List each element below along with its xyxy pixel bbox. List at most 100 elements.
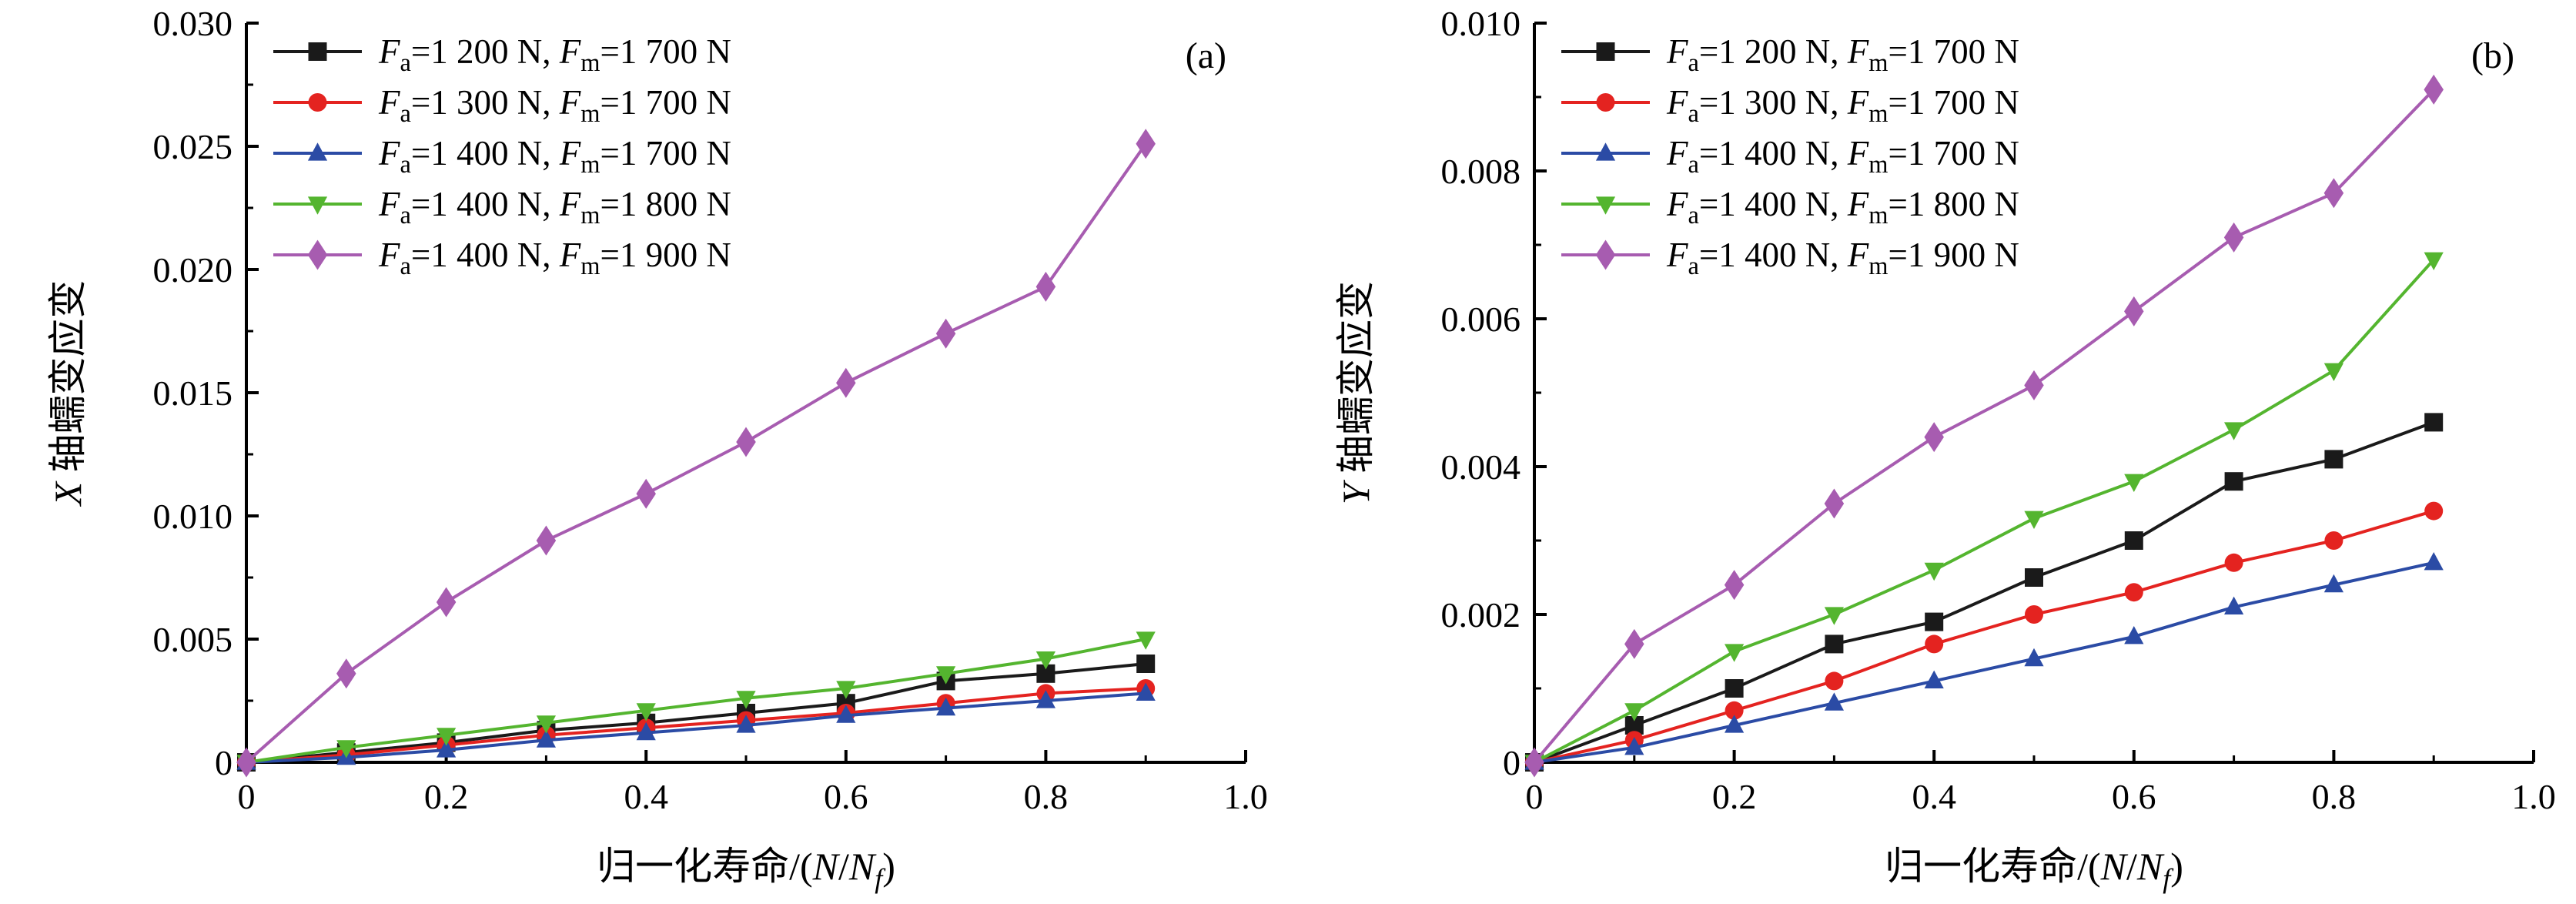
- data-point-marker-diamond: [1624, 628, 1644, 659]
- series-0: [1525, 413, 2444, 772]
- data-point-marker-triangle-up: [2024, 648, 2044, 667]
- data-point-marker-triangle-up: [2124, 626, 2144, 645]
- data-point-marker-circle: [2324, 531, 2343, 550]
- data-point-marker-triangle-down: [836, 681, 856, 699]
- x-tick-label: 0.4: [624, 777, 668, 816]
- y-tick-label: 0.008: [1441, 152, 1521, 191]
- data-point-marker-triangle-down: [1924, 562, 1944, 581]
- data-point-marker-diamond: [536, 525, 557, 556]
- series-1: [1525, 501, 2444, 772]
- x-tick-label: 0.8: [2312, 777, 2357, 816]
- data-point-marker-diamond: [2323, 178, 2344, 209]
- legend: Fa=1 200 N, Fm=1 700 N Fa=1 300 N, Fm=1 7…: [273, 32, 731, 280]
- legend-label: Fa=1 400 N, Fm=1 700 N: [378, 134, 731, 179]
- data-point-marker-diamond: [2424, 74, 2444, 105]
- series-line: [1534, 258, 2435, 764]
- data-point-marker-circle: [2124, 583, 2143, 602]
- data-point-marker-triangle-down: [1035, 651, 1055, 670]
- x-tick-label: 0: [238, 777, 256, 816]
- x-tick-label: 1.0: [2511, 777, 2556, 816]
- x-tick-label: 0: [1526, 777, 1544, 816]
- data-point-marker-triangle-down: [536, 715, 556, 734]
- data-point-marker-diamond: [436, 587, 457, 618]
- legend-label: Fa=1 400 N, Fm=1 800 N: [1666, 185, 2019, 229]
- legend-label: Fa=1 300 N, Fm=1 700 N: [378, 83, 731, 128]
- x-tick-label: 0.2: [424, 777, 469, 816]
- panel-label: (b): [2471, 35, 2514, 76]
- data-point-marker-triangle-up: [1725, 715, 1745, 733]
- data-point-marker-square: [308, 42, 327, 61]
- data-point-marker-triangle-up: [1624, 737, 1644, 755]
- y-tick-label: 0.005: [153, 620, 233, 659]
- data-point-marker-diamond: [2024, 370, 2044, 400]
- data-point-marker-triangle-up: [536, 729, 556, 748]
- y-tick-label: 0: [215, 743, 233, 782]
- y-axis-label: Y 轴蠕变应变: [1334, 281, 1377, 504]
- data-point-marker-diamond: [1824, 488, 1845, 519]
- legend-label: Fa=1 400 N, Fm=1 700 N: [1666, 134, 2019, 179]
- x-axis-label: 归一化寿命/(N/Nf): [1885, 845, 2183, 894]
- data-point-marker-circle: [2424, 501, 2444, 521]
- data-point-marker-diamond: [1524, 747, 1544, 778]
- data-point-marker-diamond: [636, 478, 656, 509]
- data-point-marker-circle: [2224, 553, 2243, 572]
- data-point-marker-circle: [2025, 605, 2043, 624]
- y-tick-label: 0.025: [153, 127, 233, 166]
- x-tick-label: 0.8: [1024, 777, 1069, 816]
- series-line: [246, 662, 1146, 764]
- data-point-marker-triangle-down: [736, 691, 756, 709]
- x-axis-label: 归一化寿命/(N/Nf): [597, 845, 895, 894]
- x-tick-label: 0.2: [1712, 777, 1757, 816]
- y-tick-label: 0.020: [153, 250, 233, 290]
- series-line: [1533, 89, 2435, 764]
- data-point-marker-square: [2224, 472, 2243, 491]
- legend-label: Fa=1 400 N, Fm=1 900 N: [378, 236, 731, 280]
- data-point-marker-diamond: [2124, 296, 2144, 326]
- data-point-marker-triangle-down: [2024, 511, 2044, 529]
- data-point-marker-triangle-down: [2424, 252, 2444, 270]
- data-point-marker-triangle-down: [2224, 422, 2244, 440]
- series-4: [236, 129, 1156, 778]
- data-point-marker-triangle-down: [636, 703, 656, 722]
- legend-label: Fa=1 400 N, Fm=1 800 N: [378, 185, 731, 229]
- data-point-marker-triangle-up: [437, 739, 457, 758]
- data-point-marker-triangle-up: [2323, 574, 2343, 593]
- data-point-marker-triangle-down: [437, 728, 457, 746]
- series-line: [246, 638, 1146, 764]
- data-point-marker-triangle-up: [836, 705, 856, 723]
- x-axis: 0 0.2 0.4 0.6 0.8 1.0: [238, 750, 1268, 816]
- series-4: [1524, 74, 2444, 778]
- data-point-marker-triangle-up: [1136, 682, 1156, 701]
- y-tick-label: 0.006: [1441, 300, 1521, 339]
- data-point-marker-circle: [308, 93, 327, 112]
- data-point-marker-square: [2124, 531, 2143, 550]
- data-point-marker-diamond: [1724, 570, 1745, 601]
- data-point-marker-square: [2324, 450, 2343, 469]
- data-point-marker-triangle-down: [1595, 196, 1616, 215]
- chart-panel-b: 0 0.2 0.4 0.6 0.8 1.0 0 0.002 0.004 0.006 0.008 0.0…: [1288, 0, 2576, 900]
- data-point-marker-triangle-down: [336, 740, 356, 758]
- data-point-marker-circle: [1925, 634, 1944, 654]
- y-tick-label: 0.010: [1441, 4, 1521, 43]
- data-point-marker-triangle-up: [307, 142, 328, 161]
- legend-label: Fa=1 200 N, Fm=1 700 N: [378, 32, 731, 77]
- data-point-marker-square: [1596, 42, 1615, 61]
- y-tick-label: 0: [1503, 743, 1521, 782]
- data-point-marker-diamond: [836, 367, 856, 398]
- x-axis: 0 0.2 0.4 0.6 0.8 1.0: [1526, 750, 2556, 816]
- y-axis: 0 0.002 0.004 0.006 0.008 0.010: [1441, 4, 1547, 782]
- data-point-marker-triangle-up: [936, 697, 956, 716]
- data-point-marker-diamond: [307, 239, 328, 270]
- data-point-marker-square: [1136, 655, 1156, 673]
- series-3: [1524, 252, 2444, 773]
- data-point-marker-triangle-down: [307, 196, 328, 215]
- data-point-marker-diamond: [1136, 129, 1156, 159]
- data-point-marker-diamond: [2223, 222, 2244, 253]
- data-point-marker-triangle-up: [736, 715, 756, 733]
- series-line: [1534, 509, 2434, 764]
- data-point-marker-diamond: [1595, 239, 1616, 270]
- data-point-marker-diamond: [1035, 271, 1056, 302]
- data-point-marker-square: [1925, 612, 1944, 631]
- data-point-marker-diamond: [736, 427, 756, 457]
- legend-label: Fa=1 200 N, Fm=1 700 N: [1666, 32, 2019, 77]
